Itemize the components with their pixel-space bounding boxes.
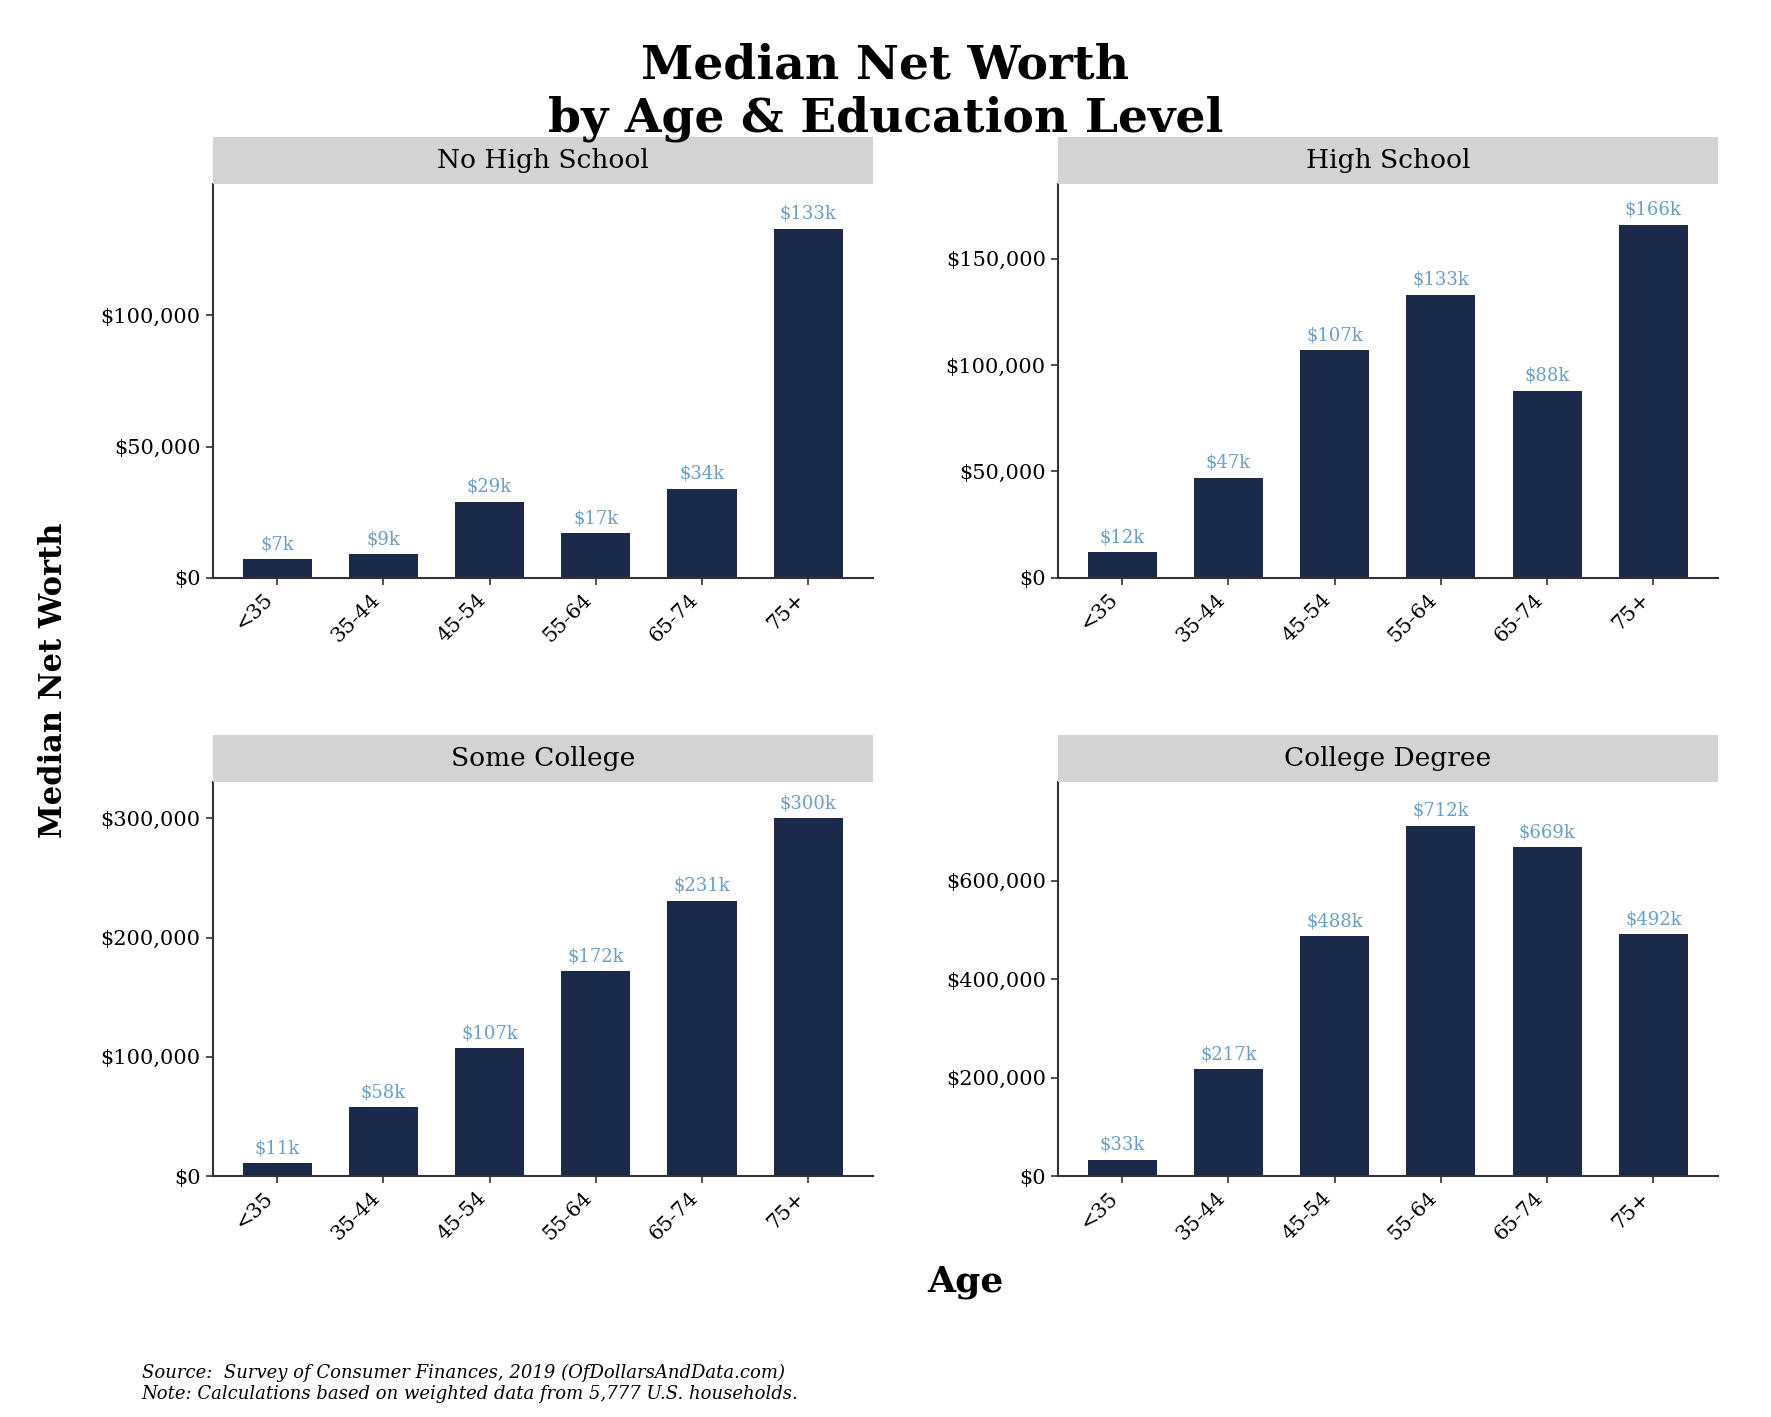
- Text: No High School: No High School: [437, 149, 648, 173]
- Text: $29k: $29k: [468, 478, 512, 496]
- Bar: [1194, 478, 1263, 578]
- Text: $166k: $166k: [1626, 201, 1682, 218]
- Bar: [455, 1049, 524, 1176]
- Bar: [1087, 1161, 1156, 1176]
- Text: $7k: $7k: [260, 536, 294, 554]
- Bar: [455, 502, 524, 578]
- Bar: [668, 901, 737, 1176]
- Bar: [1406, 295, 1475, 578]
- Bar: [1300, 350, 1369, 578]
- Text: $669k: $669k: [1520, 823, 1576, 842]
- Text: $300k: $300k: [779, 795, 836, 812]
- Bar: [1512, 391, 1582, 578]
- Text: $33k: $33k: [1100, 1136, 1144, 1153]
- FancyBboxPatch shape: [1057, 137, 1718, 184]
- Text: $133k: $133k: [1413, 271, 1470, 289]
- Text: $712k: $712k: [1413, 802, 1470, 820]
- Text: Age: Age: [926, 1265, 1004, 1299]
- Bar: [1512, 847, 1582, 1176]
- Bar: [561, 533, 630, 578]
- Text: Median Net Worth: Median Net Worth: [37, 523, 69, 837]
- Text: $107k: $107k: [460, 1024, 517, 1043]
- Text: $47k: $47k: [1206, 453, 1250, 472]
- Text: Median Net Worth
by Age & Education Level: Median Net Worth by Age & Education Leve…: [547, 43, 1224, 142]
- Text: College Degree: College Degree: [1284, 747, 1491, 771]
- Bar: [774, 818, 843, 1176]
- Bar: [1300, 937, 1369, 1176]
- Text: $11k: $11k: [255, 1139, 299, 1158]
- Text: $34k: $34k: [680, 465, 724, 483]
- Bar: [243, 1163, 312, 1176]
- FancyBboxPatch shape: [213, 735, 873, 782]
- Bar: [1194, 1070, 1263, 1176]
- Bar: [1619, 225, 1688, 578]
- Bar: [1406, 826, 1475, 1176]
- Bar: [243, 560, 312, 578]
- Bar: [349, 1107, 418, 1176]
- Bar: [1087, 553, 1156, 578]
- Text: $492k: $492k: [1626, 910, 1682, 928]
- FancyBboxPatch shape: [213, 137, 873, 184]
- Bar: [668, 489, 737, 578]
- Text: High School: High School: [1305, 149, 1470, 173]
- Text: $217k: $217k: [1201, 1046, 1257, 1063]
- Text: $488k: $488k: [1307, 913, 1364, 930]
- Bar: [774, 228, 843, 578]
- Text: $9k: $9k: [367, 530, 400, 548]
- Text: $107k: $107k: [1307, 326, 1364, 344]
- Text: $231k: $231k: [673, 877, 730, 894]
- Text: $88k: $88k: [1525, 367, 1569, 384]
- Bar: [561, 971, 630, 1176]
- FancyBboxPatch shape: [1057, 735, 1718, 782]
- Text: $133k: $133k: [779, 205, 836, 222]
- Text: $58k: $58k: [361, 1083, 406, 1101]
- Bar: [1619, 934, 1688, 1176]
- Text: $17k: $17k: [574, 509, 618, 527]
- Text: Some College: Some College: [450, 747, 634, 771]
- Text: $172k: $172k: [567, 947, 623, 965]
- Bar: [349, 554, 418, 578]
- Text: Source:  Survey of Consumer Finances, 2019 (OfDollarsAndData.com)
Note: Calculat: Source: Survey of Consumer Finances, 201…: [142, 1363, 799, 1403]
- Text: $12k: $12k: [1100, 529, 1144, 547]
